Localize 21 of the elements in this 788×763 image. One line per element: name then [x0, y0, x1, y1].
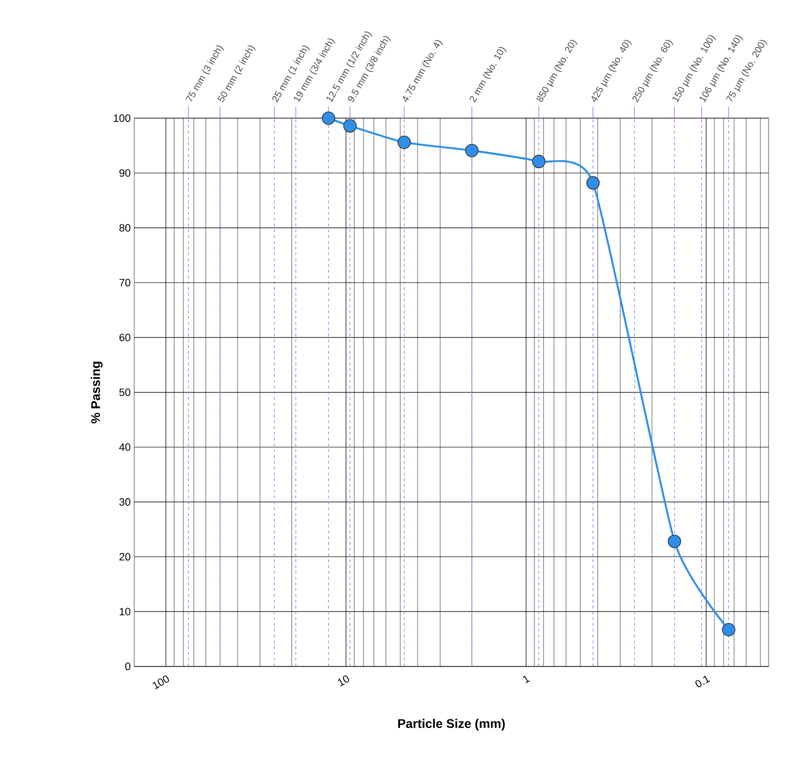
x-axis-title: Particle Size (mm)	[398, 718, 505, 730]
ref-line-label: 425 µm (No. 40)	[592, 40, 632, 102]
y-tick-label: 40	[119, 443, 130, 451]
x-tick-label: 1	[523, 675, 530, 684]
y-tick-label: 70	[120, 278, 130, 286]
y-tick-label: 10	[120, 608, 130, 616]
ref-line-label: 850 µm (No. 20)	[536, 40, 578, 102]
ref-line-label: 250 µm (No. 60)	[632, 40, 674, 102]
y-tick-label: 50	[119, 388, 130, 396]
y-tick-label: 0	[125, 662, 130, 670]
y-tick-label: 30	[119, 498, 130, 506]
y-tick-label: 60	[120, 334, 130, 342]
y-tick-label: 90	[119, 169, 130, 177]
y-tick-label: 20	[119, 552, 130, 560]
y-tick-label: 80	[119, 224, 130, 232]
y-tick-label: 100	[114, 114, 130, 122]
x-tick-label: 0.1	[695, 676, 710, 688]
ref-line-label: 2 mm (No. 10)	[470, 46, 506, 102]
x-tick-label: 100	[152, 675, 169, 690]
x-tick-label: 10	[338, 675, 350, 686]
y-axis-title: % Passing	[90, 362, 103, 424]
